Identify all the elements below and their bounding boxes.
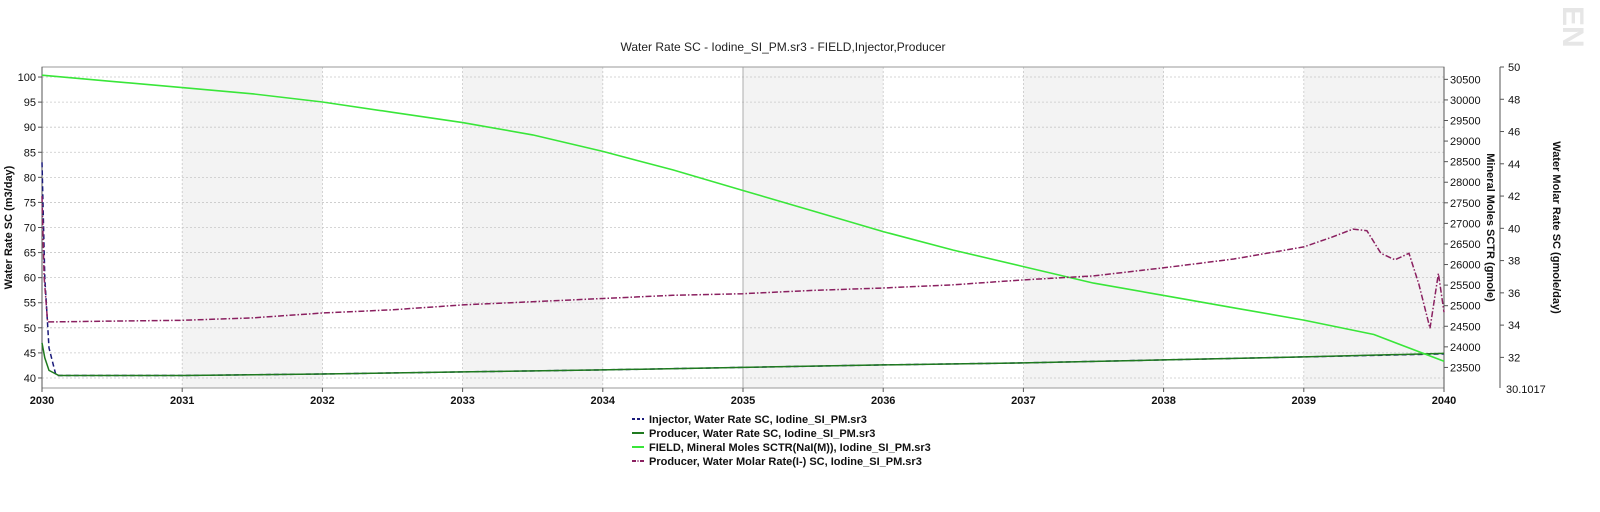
x-tick-label: 2038 <box>1151 395 1175 407</box>
x-tick-label: 2034 <box>591 395 616 407</box>
series-line-4 <box>41 196 1445 329</box>
x-tick-label: 2037 <box>1011 395 1035 407</box>
chart-title: Water Rate SC - Iodine_SI_PM.sr3 - FIELD… <box>620 40 945 54</box>
right1-tick-label: 29500 <box>1450 116 1481 128</box>
right1-tick-label: 23500 <box>1450 362 1481 374</box>
legend-label: Producer, Water Molar Rate(I-) SC, Iodin… <box>649 456 922 468</box>
x-tick-label: 2033 <box>450 395 474 407</box>
left-tick-label: 55 <box>24 298 36 310</box>
x-tick-label: 2035 <box>731 395 755 407</box>
right1-axis-label: Mineral Moles SCTR (gmole) <box>1484 153 1496 302</box>
left-tick-label: 95 <box>24 97 36 109</box>
right2-tick-label: 46 <box>1508 127 1520 139</box>
right1-tick-label: 25500 <box>1450 280 1481 292</box>
right2-tick-label: 38 <box>1508 256 1520 268</box>
right1-tick-label: 28000 <box>1450 177 1481 189</box>
right2-tick-label: 34 <box>1508 320 1520 332</box>
right2-min-label: 30.1017 <box>1506 384 1546 396</box>
left-tick-label: 40 <box>24 373 36 385</box>
right1-tick-label: 30000 <box>1450 95 1481 107</box>
legend-label: Injector, Water Rate SC, Iodine_SI_PM.sr… <box>649 414 867 426</box>
right1-tick-label: 25000 <box>1450 301 1481 313</box>
right2-tick-label: 40 <box>1508 223 1520 235</box>
x-tick-label: 2039 <box>1292 395 1316 407</box>
x-tick-label: 2036 <box>871 395 895 407</box>
right1-tick-label: 24000 <box>1450 342 1481 354</box>
right2-tick-label: 44 <box>1508 159 1520 171</box>
left-tick-label: 65 <box>24 248 36 260</box>
left-axis-label: Water Rate SC (m3/day) <box>3 165 15 289</box>
left-tick-label: 70 <box>24 223 36 235</box>
series-line-2 <box>41 342 1445 377</box>
right1-tick-label: 26500 <box>1450 239 1481 251</box>
x-tick-label: 2031 <box>170 395 194 407</box>
left-tick-label: 85 <box>24 147 36 159</box>
right2-axis-label: Water Molar Rate SC (gmole/day) <box>1550 141 1562 314</box>
right1-tick-label: 28500 <box>1450 157 1481 169</box>
legend-label: FIELD, Mineral Moles SCTR(NaI(M)), Iodin… <box>649 442 931 454</box>
x-tick-label: 2040 <box>1432 395 1456 407</box>
right1-tick-label: 27500 <box>1450 198 1481 210</box>
x-tick-label: 2032 <box>310 395 334 407</box>
legend-label: Producer, Water Rate SC, Iodine_SI_PM.sr… <box>649 428 875 440</box>
right1-tick-label: 29000 <box>1450 136 1481 148</box>
right2-tick-label: 48 <box>1508 94 1520 106</box>
right1-tick-label: 30500 <box>1450 74 1481 86</box>
x-tick-label: 2030 <box>30 395 54 407</box>
right2-tick-label: 50 <box>1508 62 1520 74</box>
left-tick-label: 60 <box>24 273 36 285</box>
right1-tick-label: 26000 <box>1450 260 1481 272</box>
right2-tick-label: 36 <box>1508 288 1520 300</box>
series-line-3 <box>41 74 1445 363</box>
left-tick-label: 90 <box>24 122 36 134</box>
left-tick-label: 75 <box>24 197 36 209</box>
left-tick-label: 100 <box>18 72 36 84</box>
watermark-text: EN <box>1556 6 1589 48</box>
left-tick-label: 45 <box>24 348 36 360</box>
right2-tick-label: 42 <box>1508 191 1520 203</box>
left-tick-label: 50 <box>24 323 36 335</box>
right1-tick-label: 24500 <box>1450 321 1481 333</box>
left-tick-label: 80 <box>24 172 36 184</box>
right1-tick-label: 27000 <box>1450 218 1481 230</box>
right2-tick-label: 32 <box>1508 352 1520 364</box>
